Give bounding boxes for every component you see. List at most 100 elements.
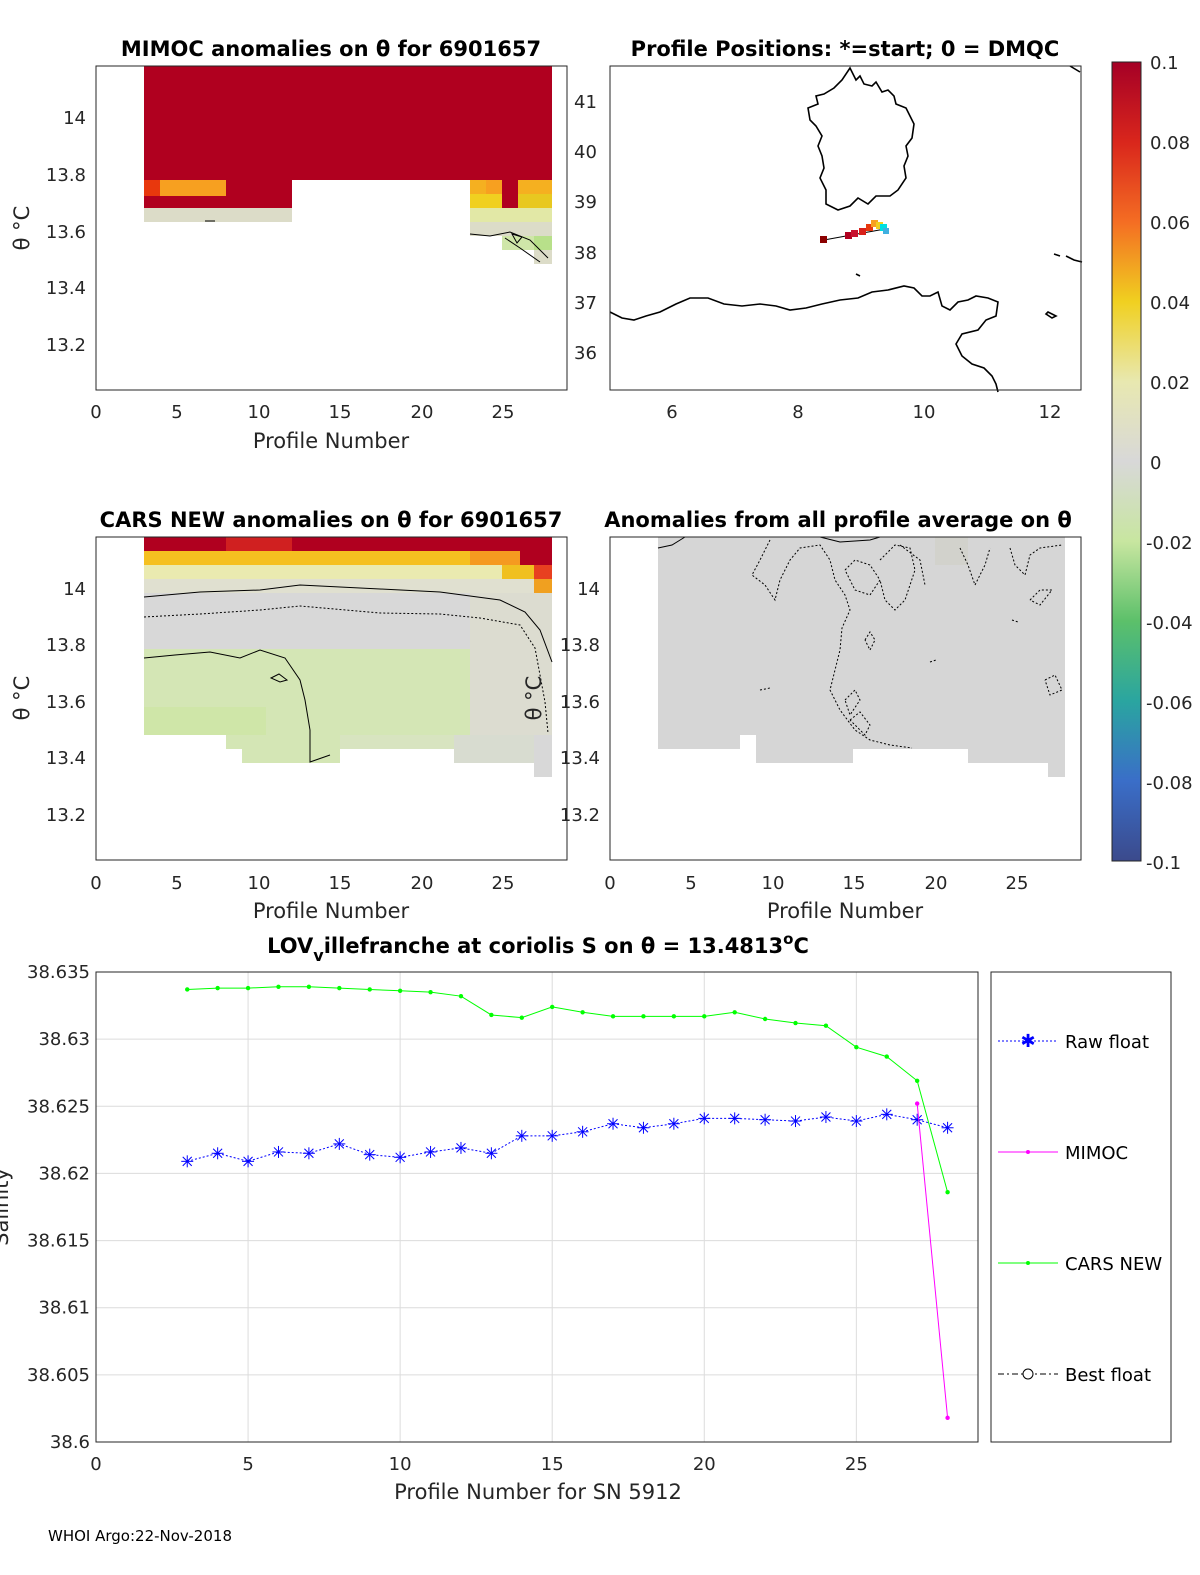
data-point: [823, 1023, 829, 1028]
y-tick-label: 13.2: [560, 805, 600, 826]
data-point: [302, 1147, 315, 1160]
salinity-title: LOVvillefranche at coriolis S on θ = 13.…: [267, 930, 809, 965]
x-tick-label: 20: [925, 873, 948, 894]
title-unit: C: [793, 934, 808, 958]
legend-label: Raw float: [1065, 1032, 1149, 1053]
chart-plot-area: [95, 971, 979, 1443]
x-tick-label: 10: [248, 402, 271, 423]
data-point: [789, 1115, 802, 1128]
data-point: [850, 1115, 863, 1128]
series-mimoc: [914, 1101, 950, 1421]
lat-tick-label: 37: [574, 293, 597, 314]
data-point: [610, 1014, 616, 1019]
x-tick-label: 0: [90, 1454, 101, 1475]
colorbar-tick-label: 0.02: [1150, 373, 1190, 394]
data-point: [306, 984, 312, 989]
lon-tick-label: 12: [1039, 402, 1062, 423]
data-point: [519, 1015, 524, 1020]
x-tick-label: 5: [242, 1454, 253, 1475]
series-line: [916, 1103, 949, 1418]
y-tick-label: 38.625: [27, 1096, 90, 1117]
y-tick-label: 13.8: [560, 635, 600, 656]
lat-tick-label: 39: [574, 192, 597, 213]
lat-tick-label: 36: [574, 343, 597, 364]
map-coastline: [609, 65, 1083, 393]
y-tick-label: 13.4: [46, 748, 86, 769]
footer-stamp: WHOI Argo:22-Nov-2018: [48, 1527, 232, 1545]
data-point: [333, 1137, 346, 1150]
data-point: [245, 985, 251, 991]
lon-tick-label: 8: [792, 402, 803, 423]
y-tick-label: 13.8: [46, 165, 86, 186]
y-tick-label: 38.6: [50, 1432, 90, 1453]
x-tick-label: 10: [248, 873, 271, 894]
data-point: [397, 988, 403, 993]
x-tick-label: 5: [171, 873, 182, 894]
data-point: [550, 1004, 555, 1010]
data-point: [698, 1112, 711, 1125]
sardinia-coast: [807, 66, 915, 211]
title-subscript: v: [313, 946, 324, 965]
y-tick-label: 13.2: [46, 335, 86, 356]
colorbar-tick-label: -0.1: [1146, 853, 1181, 874]
data-point: [428, 989, 433, 995]
y-tick-label: 13.4: [560, 748, 600, 769]
data-point: [914, 1101, 920, 1106]
dot-marker-icon: [1026, 1261, 1030, 1265]
x-tick-label: 0: [604, 873, 615, 894]
colorbar: 0.1 0.08 0.06 0.04 0.02 0 -0.02 -0.04 -0…: [1111, 53, 1193, 874]
chart-yticks: 38.635 38.63 38.625 38.62 38.615 38.61 38.605 3…: [27, 962, 90, 1453]
x-tick-label: 10: [389, 1454, 412, 1475]
y-tick-label: 14: [63, 579, 86, 600]
data-point: [394, 1151, 407, 1164]
x-tick-label: 0: [90, 873, 101, 894]
x-tick-label: 5: [171, 402, 182, 423]
cars-heatmap: [143, 537, 553, 777]
chart-series: [181, 984, 954, 1421]
cars-xticks: 0 5 10 15 20 25: [90, 873, 514, 894]
x-tick-label: 25: [845, 1454, 868, 1475]
cars-ylabel: θ °C: [10, 676, 34, 721]
data-point: [762, 1016, 768, 1022]
y-tick-label: 38.635: [27, 962, 90, 983]
data-point: [276, 984, 281, 989]
y-tick-label: 38.61: [38, 1298, 90, 1319]
legend-label: Best float: [1065, 1365, 1151, 1386]
x-tick-label: 15: [329, 402, 352, 423]
data-point: [242, 1155, 255, 1168]
y-tick-label: 14: [63, 108, 86, 129]
data-point: [945, 1415, 950, 1421]
colorbar-tick-label: 0: [1150, 453, 1161, 474]
series-cars-new: [185, 984, 950, 1195]
data-point: [728, 1112, 741, 1125]
lat-tick-label: 41: [574, 92, 597, 113]
dot-marker-icon: [1026, 1150, 1030, 1154]
x-tick-label: 25: [492, 873, 515, 894]
mimoc-xticks: 0 5 10 15 20 25: [90, 402, 514, 423]
colorbar-tick-label: 0.08: [1150, 133, 1190, 154]
colorbar-tick-label: -0.06: [1146, 693, 1193, 714]
data-point: [702, 1014, 707, 1019]
y-tick-label: 38.605: [27, 1365, 90, 1386]
legend-label: CARS NEW: [1065, 1254, 1162, 1275]
data-point: [546, 1129, 559, 1142]
y-tick-label: 38.62: [38, 1163, 90, 1184]
chart-xticks: 0 5 10 15 20 25: [90, 1454, 868, 1475]
lon-tick-label: 6: [666, 402, 677, 423]
data-point: [363, 1148, 376, 1161]
cars-title: CARS NEW anomalies on θ for 6901657: [100, 508, 563, 532]
data-point: [607, 1117, 620, 1130]
colorbar-tick-label: 0.06: [1150, 213, 1190, 234]
legend-item-mimoc: MIMOC: [998, 1143, 1128, 1164]
y-tick-label: 38.615: [27, 1231, 90, 1252]
x-tick-label: 25: [1006, 873, 1029, 894]
colorbar-tick-label: -0.02: [1146, 533, 1193, 554]
circle-marker-icon: [1022, 1368, 1034, 1380]
profile-avg-yticks: 14 13.8 13.6 13.4 13.2: [560, 579, 600, 826]
y-tick-label: 13.2: [46, 805, 86, 826]
y-tick-label: 13.6: [46, 222, 86, 243]
data-point: [458, 993, 464, 999]
data-point: [337, 985, 342, 991]
data-point: [424, 1145, 437, 1158]
